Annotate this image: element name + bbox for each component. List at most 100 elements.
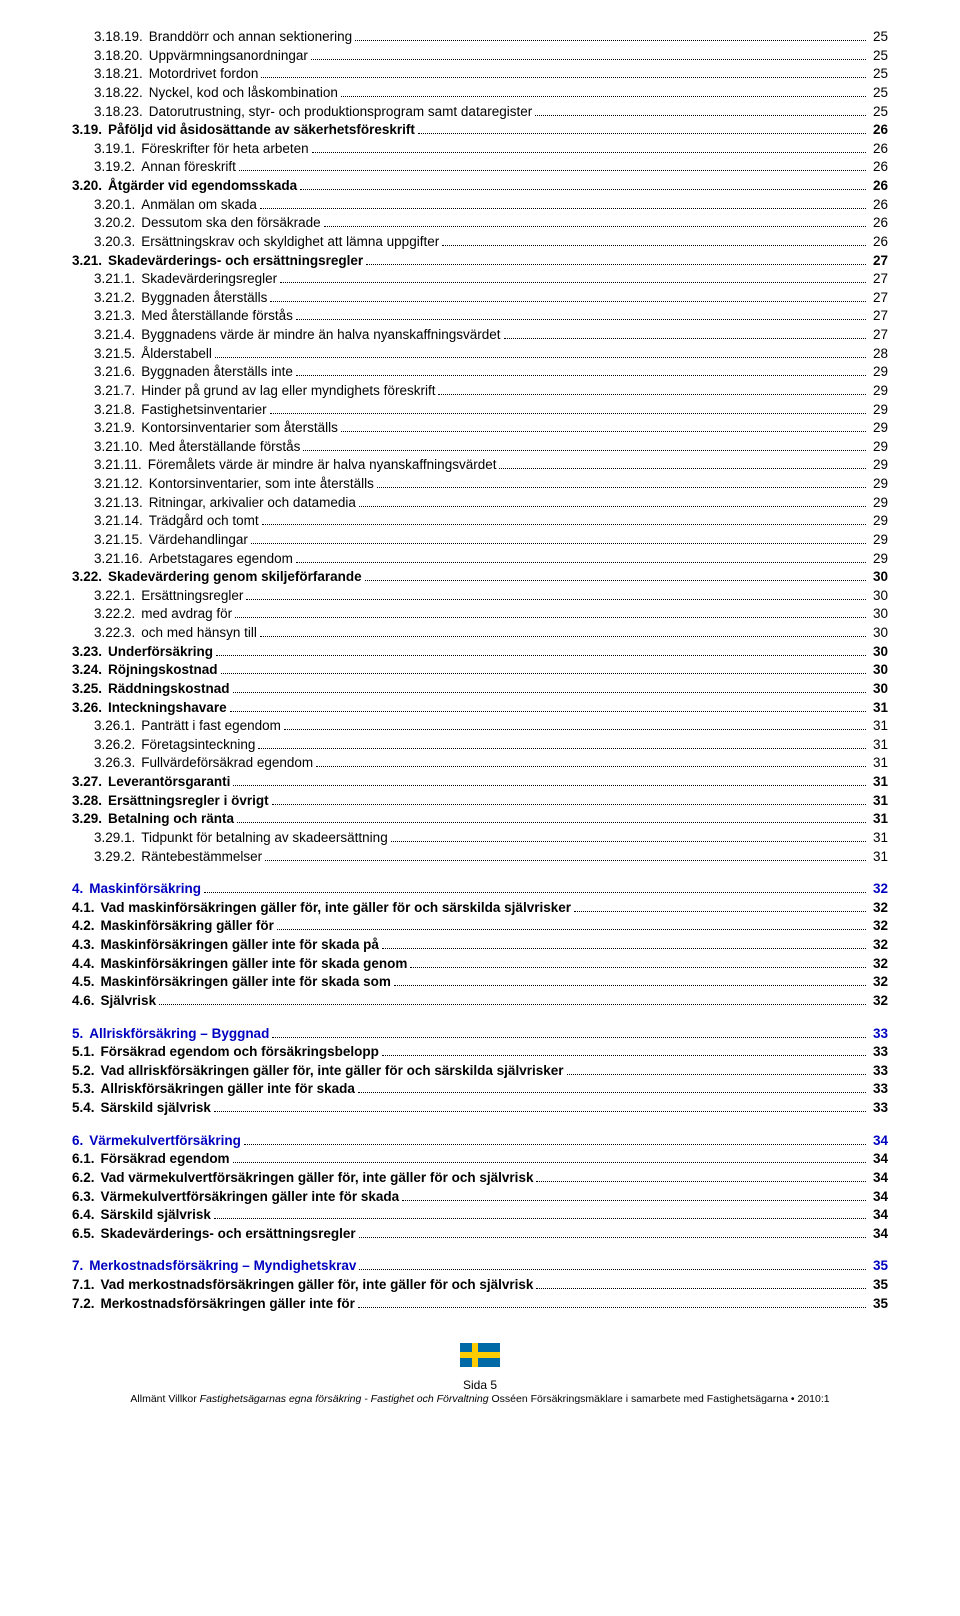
toc-title: Räddningskostnad xyxy=(108,680,230,699)
toc-entry[interactable]: 3.21.3.Med återställande förstås27 xyxy=(72,307,888,326)
toc-entry[interactable]: 3.29.2.Räntebestämmelser31 xyxy=(72,848,888,867)
toc-number: 3.21.8. xyxy=(94,401,141,420)
toc-entry[interactable]: 3.21.15.Värdehandlingar29 xyxy=(72,531,888,550)
toc-title: Arbetstagares egendom xyxy=(149,550,293,569)
toc-entry[interactable]: 5.1.Försäkrad egendom och försäkringsbel… xyxy=(72,1043,888,1062)
toc-page-number: 26 xyxy=(869,177,888,196)
toc-entry[interactable]: 4.4.Maskinförsäkringen gäller inte för s… xyxy=(72,955,888,974)
toc-entry[interactable]: 3.19.Påföljd vid åsidosättande av säkerh… xyxy=(72,121,888,140)
toc-entry[interactable]: 7.2.Merkostnadsförsäkringen gäller inte … xyxy=(72,1295,888,1314)
toc-entry[interactable]: 3.21.1.Skadevärderingsregler27 xyxy=(72,270,888,289)
toc-entry[interactable]: 3.22.Skadevärdering genom skiljeförfaran… xyxy=(72,568,888,587)
toc-entry[interactable]: 6.3.Värmekulvertförsäkringen gäller inte… xyxy=(72,1188,888,1207)
toc-entry[interactable]: 3.22.2.med avdrag för30 xyxy=(72,605,888,624)
toc-entry[interactable]: 3.21.2.Byggnaden återställs27 xyxy=(72,289,888,308)
toc-entry[interactable]: 3.18.20.Uppvärmningsanordningar25 xyxy=(72,47,888,66)
toc-entry[interactable]: 3.19.2.Annan föreskrift26 xyxy=(72,158,888,177)
toc-title: Särskild självrisk xyxy=(101,1206,211,1225)
toc-entry[interactable]: 3.22.1.Ersättningsregler30 xyxy=(72,587,888,606)
toc-number: 3.29.1. xyxy=(94,829,141,848)
toc-entry[interactable]: 5.4.Särskild självrisk33 xyxy=(72,1099,888,1118)
toc-entry[interactable]: 5.2.Vad allriskförsäkringen gäller för, … xyxy=(72,1062,888,1081)
toc-entry[interactable]: 3.18.19.Branddörr och annan sektionering… xyxy=(72,28,888,47)
toc-entry[interactable]: 3.19.1.Föreskrifter för heta arbeten26 xyxy=(72,140,888,159)
toc-entry[interactable]: 4.1.Vad maskinförsäkringen gäller för, i… xyxy=(72,899,888,918)
toc-page-number: 26 xyxy=(869,233,888,252)
toc-title: Betalning och ränta xyxy=(108,810,234,829)
toc-leader-dots xyxy=(260,196,866,208)
toc-entry[interactable]: 3.20.3.Ersättningskrav och skyldighet at… xyxy=(72,233,888,252)
toc-number: 6.2. xyxy=(72,1169,101,1188)
toc-entry[interactable]: 6.2.Vad värmekulvertförsäkringen gäller … xyxy=(72,1169,888,1188)
toc-entry[interactable]: 3.26.2.Företagsinteckning31 xyxy=(72,736,888,755)
toc-entry[interactable]: 6.5.Skadevärderings- och ersättningsregl… xyxy=(72,1225,888,1244)
toc-number: 3.20.2. xyxy=(94,214,141,233)
toc-entry[interactable]: 3.21.10.Med återställande förstås29 xyxy=(72,438,888,457)
toc-entry[interactable]: 3.21.6.Byggnaden återställs inte29 xyxy=(72,363,888,382)
toc-entry[interactable]: 5.3.Allriskförsäkringen gäller inte för … xyxy=(72,1080,888,1099)
toc-number: 3.21.6. xyxy=(94,363,141,382)
toc-page-number: 31 xyxy=(869,773,888,792)
toc-entry[interactable]: 7.1.Vad merkostnadsförsäkringen gäller f… xyxy=(72,1276,888,1295)
toc-entry[interactable]: 4.3.Maskinförsäkringen gäller inte för s… xyxy=(72,936,888,955)
toc-entry[interactable]: 4.5.Maskinförsäkringen gäller inte för s… xyxy=(72,973,888,992)
toc-page-number: 35 xyxy=(869,1276,888,1295)
toc-entry[interactable]: 3.21.14.Trädgård och tomt29 xyxy=(72,512,888,531)
toc-entry[interactable]: 3.21.4.Byggnadens värde är mindre än hal… xyxy=(72,326,888,345)
toc-entry[interactable]: 3.21.12.Kontorsinventarier, som inte åte… xyxy=(72,475,888,494)
toc-entry[interactable]: 3.23.Underförsäkring30 xyxy=(72,643,888,662)
toc-page-number: 32 xyxy=(869,936,888,955)
toc-entry[interactable]: 3.26.1.Panträtt i fast egendom31 xyxy=(72,717,888,736)
toc-entry[interactable]: 3.29.Betalning och ränta31 xyxy=(72,810,888,829)
toc-entry[interactable]: 3.26.3.Fullvärdeförsäkrad egendom31 xyxy=(72,754,888,773)
toc-title: Ålderstabell xyxy=(141,345,212,364)
toc-number: 3.19.2. xyxy=(94,158,141,177)
toc-entry[interactable]: 3.21.9.Kontorsinventarier som återställs… xyxy=(72,419,888,438)
toc-title: Fastighetsinventarier xyxy=(141,401,266,420)
toc-entry[interactable]: 6.Värmekulvertförsäkring34 xyxy=(72,1132,888,1151)
toc-entry[interactable]: 3.18.22.Nyckel, kod och låskombination25 xyxy=(72,84,888,103)
toc-title: Fullvärdeförsäkrad egendom xyxy=(141,754,313,773)
toc-entry[interactable]: 3.26.Inteckningshavare31 xyxy=(72,699,888,718)
toc-number: 3.19. xyxy=(72,121,108,140)
toc-leader-dots xyxy=(567,1062,866,1074)
toc-entry[interactable]: 3.29.1.Tidpunkt för betalning av skadeer… xyxy=(72,829,888,848)
toc-entry[interactable]: 3.20.1.Anmälan om skada26 xyxy=(72,196,888,215)
toc-title: Byggnadens värde är mindre än halva nyan… xyxy=(141,326,500,345)
toc-entry[interactable]: 5.Allriskförsäkring – Byggnad33 xyxy=(72,1025,888,1044)
toc-entry[interactable]: 3.20.2.Dessutom ska den försäkrade26 xyxy=(72,214,888,233)
toc-entry[interactable]: 6.4.Särskild självrisk34 xyxy=(72,1206,888,1225)
toc-entry[interactable]: 4.Maskinförsäkring32 xyxy=(72,880,888,899)
toc-entry[interactable]: 3.21.13.Ritningar, arkivalier och datame… xyxy=(72,494,888,513)
toc-title: Försäkrad egendom xyxy=(101,1150,230,1169)
toc-spacer xyxy=(72,1118,888,1132)
toc-entry[interactable]: 4.2.Maskinförsäkring gäller för32 xyxy=(72,917,888,936)
toc-entry[interactable]: 3.24.Röjningskostnad30 xyxy=(72,661,888,680)
toc-leader-dots xyxy=(312,140,866,152)
toc-entry[interactable]: 4.6.Självrisk32 xyxy=(72,992,888,1011)
toc-entry[interactable]: 3.21.11.Föremålets värde är mindre är ha… xyxy=(72,456,888,475)
toc-title: Uppvärmningsanordningar xyxy=(149,47,308,66)
toc-entry[interactable]: 3.22.3.och med hänsyn till30 xyxy=(72,624,888,643)
toc-entry[interactable]: 3.27.Leverantörsgaranti31 xyxy=(72,773,888,792)
toc-entry[interactable]: 7.Merkostnadsförsäkring – Myndighetskrav… xyxy=(72,1257,888,1276)
toc-entry[interactable]: 6.1.Försäkrad egendom34 xyxy=(72,1150,888,1169)
toc-entry[interactable]: 3.20.Åtgärder vid egendomsskada26 xyxy=(72,177,888,196)
toc-number: 5. xyxy=(72,1025,89,1044)
toc-entry[interactable]: 3.21.7.Hinder på grund av lag eller mynd… xyxy=(72,382,888,401)
toc-entry[interactable]: 3.28.Ersättningsregler i övrigt31 xyxy=(72,792,888,811)
toc-entry[interactable]: 3.21.5.Ålderstabell28 xyxy=(72,345,888,364)
toc-entry[interactable]: 3.25.Räddningskostnad30 xyxy=(72,680,888,699)
toc-page-number: 26 xyxy=(869,121,888,140)
toc-page-number: 31 xyxy=(869,848,888,867)
toc-leader-dots xyxy=(316,755,866,767)
toc-leader-dots xyxy=(280,271,866,283)
toc-entry[interactable]: 3.21.8.Fastighetsinventarier29 xyxy=(72,401,888,420)
toc-entry[interactable]: 3.21.Skadevärderings- och ersättningsreg… xyxy=(72,252,888,271)
toc-entry[interactable]: 3.18.21.Motordrivet fordon25 xyxy=(72,65,888,84)
toc-entry[interactable]: 3.18.23.Datorutrustning, styr- och produ… xyxy=(72,103,888,122)
toc-entry[interactable]: 3.21.16.Arbetstagares egendom29 xyxy=(72,550,888,569)
toc-page-number: 35 xyxy=(869,1295,888,1314)
toc-page-number: 29 xyxy=(869,419,888,438)
toc-number: 4. xyxy=(72,880,89,899)
